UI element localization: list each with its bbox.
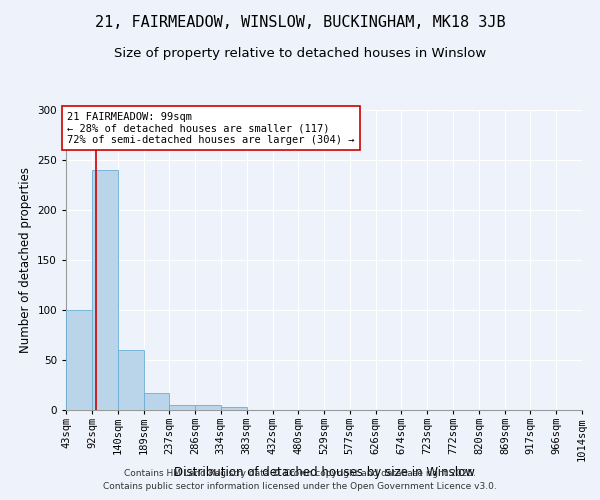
Bar [195, 405, 221, 410]
Bar [169, 405, 195, 410]
Text: 21 FAIRMEADOW: 99sqm
← 28% of detached houses are smaller (117)
72% of semi-deta: 21 FAIRMEADOW: 99sqm ← 28% of detached h… [67, 112, 355, 144]
Text: 21, FAIRMEADOW, WINSLOW, BUCKINGHAM, MK18 3JB: 21, FAIRMEADOW, WINSLOW, BUCKINGHAM, MK1… [95, 15, 505, 30]
Bar [143, 393, 169, 410]
X-axis label: Distribution of detached houses by size in Winslow: Distribution of detached houses by size … [173, 466, 475, 479]
Text: Size of property relative to detached houses in Winslow: Size of property relative to detached ho… [114, 48, 486, 60]
Text: Contains HM Land Registry data © Crown copyright and database right 2025.: Contains HM Land Registry data © Crown c… [124, 468, 476, 477]
Y-axis label: Number of detached properties: Number of detached properties [19, 167, 32, 353]
Text: Contains public sector information licensed under the Open Government Licence v3: Contains public sector information licen… [103, 482, 497, 491]
Bar [221, 407, 247, 410]
Bar [118, 350, 143, 410]
Bar [92, 170, 118, 410]
Bar [66, 310, 92, 410]
